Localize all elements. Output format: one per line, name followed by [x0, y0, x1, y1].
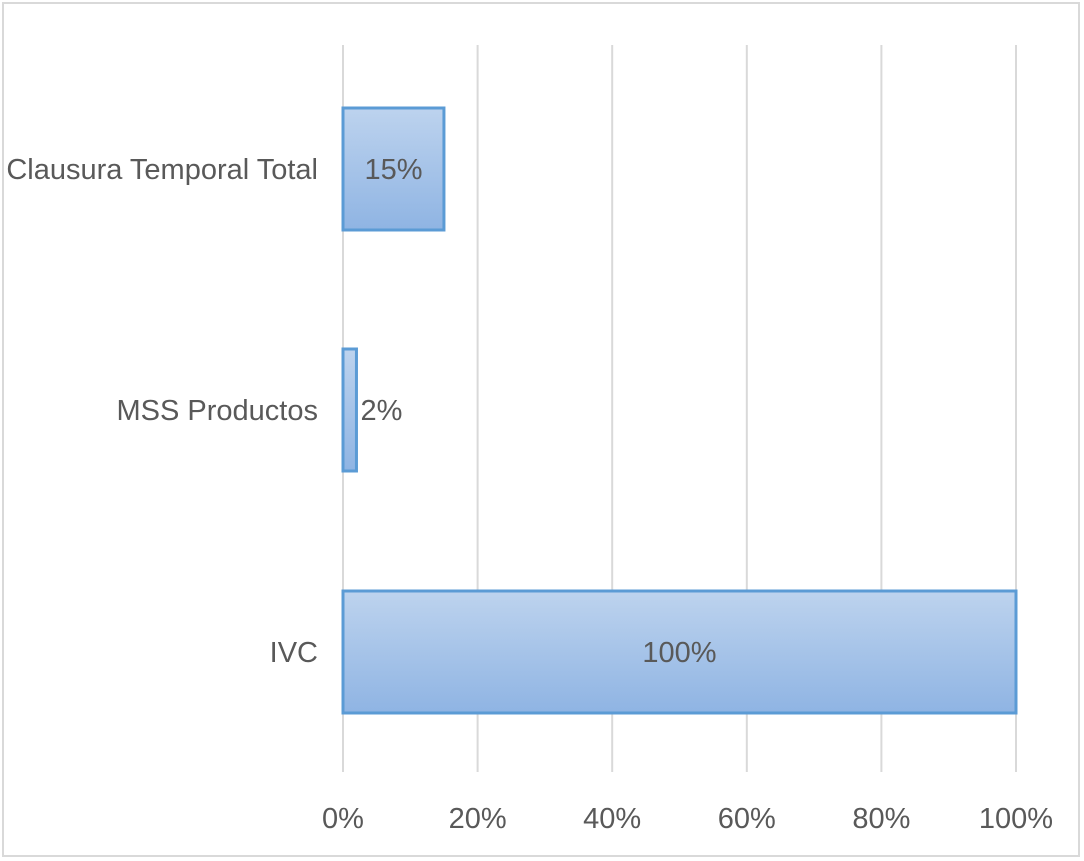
- x-tick-label: 20%: [449, 803, 507, 835]
- data-label: 2%: [360, 395, 402, 427]
- bar-0: [341, 106, 446, 232]
- bar-1: [341, 347, 358, 473]
- labels: 0% 20% 40% 60% 80% 100% Clausura Temporal Tota…: [6, 154, 1053, 835]
- category-label: IVC: [270, 637, 318, 669]
- bar-2: [341, 589, 1018, 715]
- x-tick-label: 40%: [583, 803, 641, 835]
- x-tick-label: 0%: [322, 803, 364, 835]
- data-label: 100%: [642, 637, 716, 669]
- bars: [341, 106, 1018, 715]
- category-label: Clausura Temporal Total: [6, 154, 318, 186]
- data-label: 15%: [364, 154, 422, 186]
- x-tick-label: 80%: [852, 803, 910, 835]
- category-label: MSS Productos: [117, 395, 318, 427]
- x-tick-label: 60%: [718, 803, 776, 835]
- x-tick-label: 100%: [979, 803, 1053, 835]
